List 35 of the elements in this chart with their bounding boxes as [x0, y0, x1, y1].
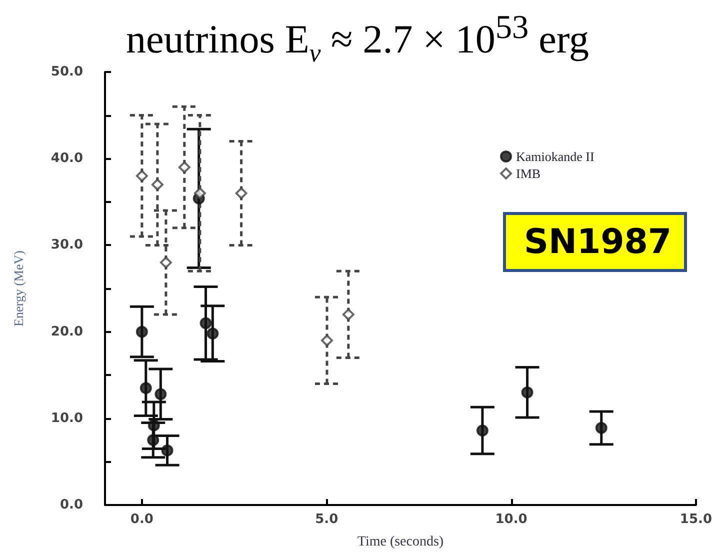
x-tick-label: 10.0	[495, 512, 528, 527]
y-tick-label: 20.0	[50, 324, 83, 340]
chart-title: neutrinos E$_{ν}$ ≈ 2.7 × 10$^{53}$ erg	[126, 9, 590, 68]
point	[206, 328, 219, 340]
x-tick-label: 0.0	[130, 512, 154, 527]
y-tick-label: 30.0	[50, 238, 83, 253]
y-tick-label: 40.0	[50, 151, 83, 166]
legend-label: Kamiokande II	[516, 149, 594, 164]
point	[194, 187, 206, 200]
point	[154, 388, 167, 400]
point	[521, 386, 534, 398]
point	[147, 434, 160, 446]
annotation: SN1987	[503, 212, 687, 272]
legend-label: IMB	[516, 166, 541, 181]
y-tick-label: 50.0	[50, 64, 83, 80]
point	[136, 326, 148, 338]
point	[595, 422, 608, 434]
point	[136, 170, 148, 182]
x-axis-title: Time (seconds)	[357, 534, 444, 550]
y-tick-label: 0.0	[60, 498, 83, 512]
point	[200, 317, 212, 330]
point	[151, 178, 164, 191]
point	[476, 424, 488, 437]
point	[160, 256, 172, 269]
x-tick-label: 5.0	[315, 512, 338, 527]
point	[320, 334, 333, 346]
point	[235, 187, 248, 200]
point	[148, 419, 160, 432]
y-tick-label: 10.0	[50, 410, 83, 426]
point	[178, 161, 190, 174]
x-tick-label: 15.0	[680, 512, 712, 527]
point	[140, 382, 152, 394]
point	[161, 444, 174, 456]
y-axis-title: Energy (MeV)	[11, 250, 26, 326]
point	[342, 308, 354, 320]
